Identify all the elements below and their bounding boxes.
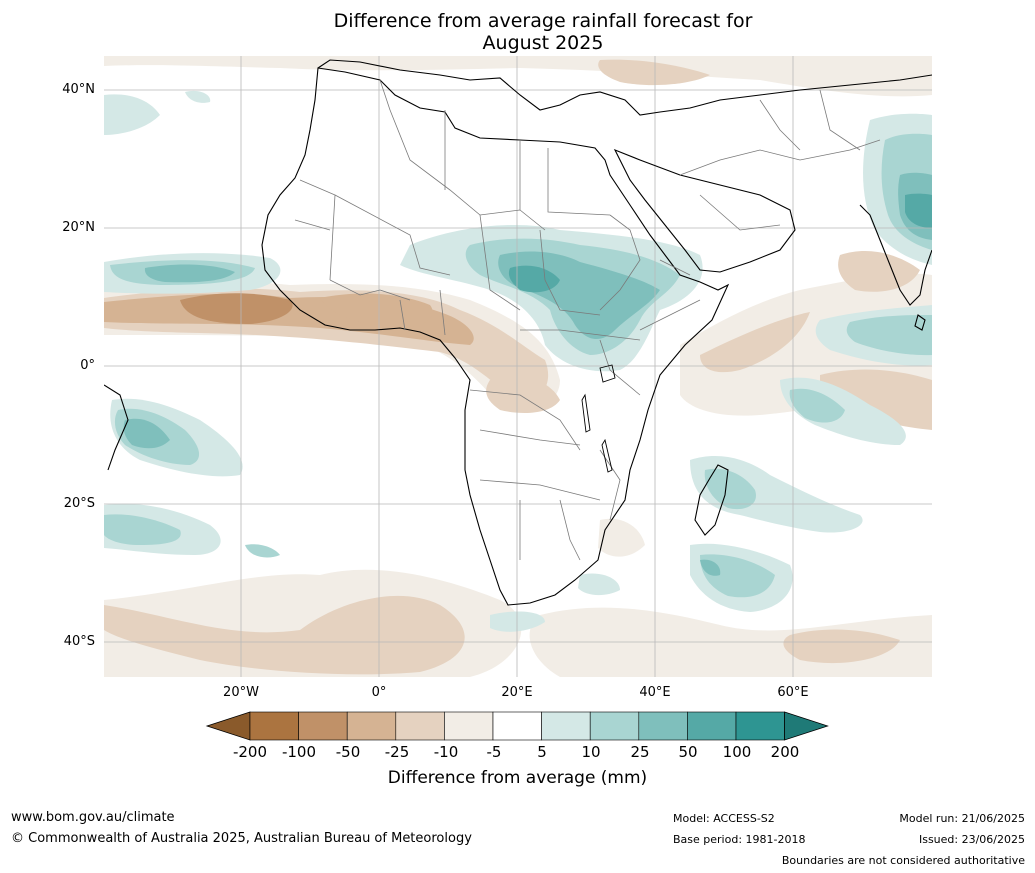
boundaries-disclaimer: Boundaries are not considered authoritat… bbox=[781, 854, 1025, 867]
colorbar-segment bbox=[589, 711, 640, 741]
lat-label-40n: 40°N bbox=[62, 82, 95, 97]
arabia-coastline bbox=[613, 148, 796, 273]
model-name: Model: ACCESS-S2 bbox=[673, 812, 775, 825]
colorbar-arrow-right bbox=[784, 711, 829, 741]
lon-label-40e: 40°E bbox=[639, 685, 671, 700]
colorbar-segment bbox=[541, 711, 591, 741]
colorbar-tick-label: -5 bbox=[486, 743, 502, 761]
lon-label-60e: 60°E bbox=[777, 685, 809, 700]
colorbar-segment bbox=[735, 711, 785, 741]
colorbar-tick-label: 200 bbox=[770, 743, 800, 761]
website-link[interactable]: www.bom.gov.au/climate bbox=[11, 810, 175, 825]
colorbar-segment bbox=[492, 711, 542, 741]
colorbar-segment bbox=[687, 711, 737, 741]
lat-label-40s: 40°S bbox=[63, 634, 95, 649]
colorbar-segment bbox=[638, 711, 688, 741]
map-area bbox=[104, 56, 932, 677]
colorbar-segment bbox=[346, 711, 397, 741]
issued-date: Issued: 23/06/2025 bbox=[918, 833, 1025, 846]
lat-label-20n: 20°N bbox=[62, 220, 95, 235]
colorbar bbox=[205, 711, 829, 741]
wet-anomaly-shading bbox=[104, 90, 932, 632]
colorbar-arrow-left bbox=[205, 711, 251, 741]
lon-label-20e: 20°E bbox=[501, 685, 533, 700]
colorbar-tick-label: 25 bbox=[630, 743, 650, 761]
colorbar-tick-label: 5 bbox=[537, 743, 547, 761]
model-run-date: Model run: 21/06/2025 bbox=[899, 812, 1025, 825]
title-line-1: Difference from average rainfall forecas… bbox=[333, 10, 753, 32]
lat-label-20s: 20°S bbox=[63, 496, 95, 511]
sri-lanka-coastline bbox=[914, 314, 926, 331]
colorbar-tick-label: -50 bbox=[335, 743, 361, 761]
lat-label-equator: 0° bbox=[80, 358, 95, 373]
colorbar-segment bbox=[444, 711, 494, 741]
colorbar-title: Difference from average (mm) bbox=[387, 768, 648, 788]
dry-anomaly-shading bbox=[104, 56, 932, 677]
colorbar-segment bbox=[249, 711, 299, 741]
colorbar-segments bbox=[205, 711, 829, 741]
lon-label-0: 0° bbox=[371, 685, 387, 700]
colorbar-tick-label: -100 bbox=[281, 743, 317, 761]
title-line-2: August 2025 bbox=[482, 32, 604, 54]
copyright-text: © Commonwealth of Australia 2025, Austra… bbox=[11, 831, 472, 846]
madagascar-coastline bbox=[694, 464, 729, 536]
lakes bbox=[581, 364, 616, 473]
colorbar-tick-label: 10 bbox=[581, 743, 601, 761]
lon-label-20w: 20°W bbox=[223, 685, 259, 700]
colorbar-tick-label: -25 bbox=[384, 743, 410, 761]
africa-coastline bbox=[261, 67, 730, 606]
graticule bbox=[104, 56, 932, 677]
map-title: Difference from average rainfall forecas… bbox=[0, 10, 1035, 54]
colorbar-segment bbox=[298, 711, 348, 741]
colorbar-tick-label: -10 bbox=[433, 743, 459, 761]
coastlines bbox=[104, 59, 932, 606]
india-coastline bbox=[859, 204, 932, 306]
europe-coastline bbox=[317, 59, 932, 116]
colorbar-tick-label: 100 bbox=[722, 743, 752, 761]
colorbar-tick-label: -200 bbox=[232, 743, 268, 761]
south-america-coastline bbox=[104, 384, 129, 471]
base-period: Base period: 1981-2018 bbox=[673, 833, 806, 846]
country-boundaries bbox=[294, 79, 881, 561]
colorbar-segment bbox=[395, 711, 445, 741]
colorbar-tick-label: 50 bbox=[678, 743, 698, 761]
